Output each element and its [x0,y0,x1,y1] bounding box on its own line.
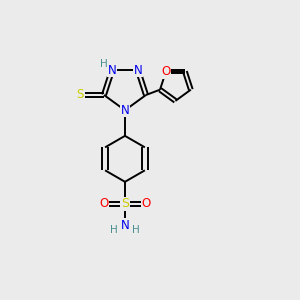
Text: S: S [121,197,129,210]
Text: S: S [77,88,84,101]
Text: O: O [142,197,151,210]
Text: O: O [99,197,108,210]
Text: O: O [161,65,170,78]
Text: N: N [121,219,129,232]
Text: H: H [132,225,140,236]
Text: N: N [121,104,129,117]
Text: H: H [110,225,118,236]
Text: N: N [134,64,142,77]
Text: N: N [108,64,116,77]
Text: H: H [100,59,108,69]
